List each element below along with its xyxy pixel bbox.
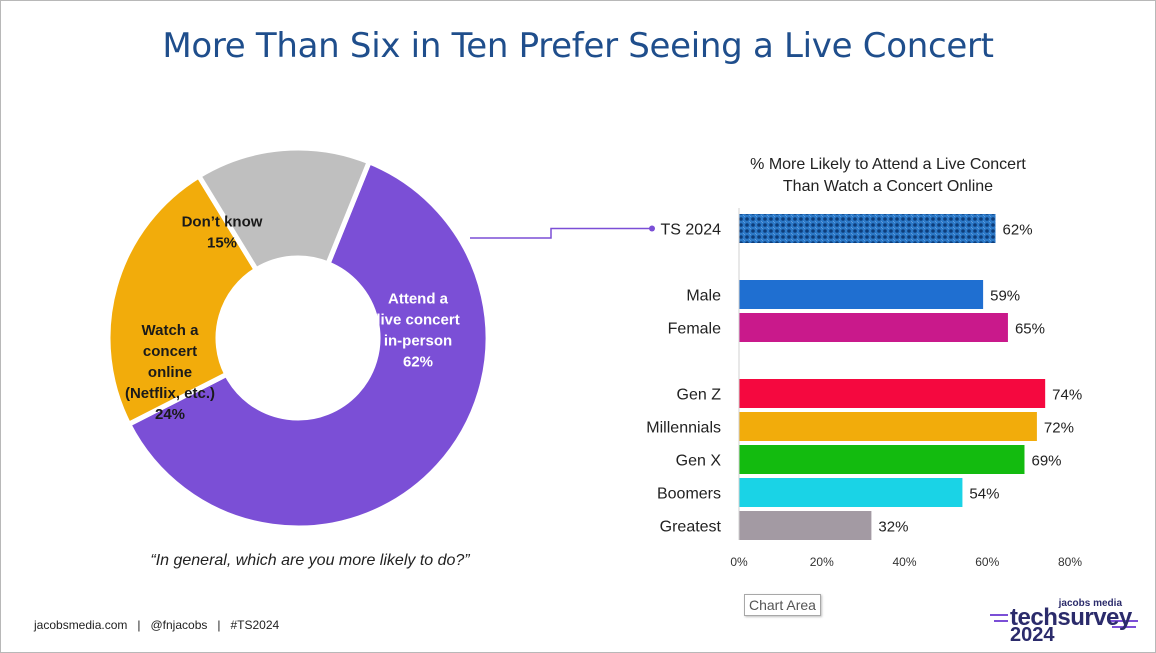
bar-chart-title: % More Likely to Attend a Live Concert T… <box>700 154 1076 198</box>
logo-brand: jacobs media <box>1058 598 1122 609</box>
donut-label-line: Attend a <box>388 291 449 308</box>
donut-slice <box>195 145 373 274</box>
logo-streak <box>1112 626 1136 628</box>
bar <box>739 412 1037 441</box>
bar-chart-title-line-2: Than Watch a Concert Online <box>782 178 994 195</box>
footer-links: jacobsmedia.com | @fnjacobs | #TS2024 <box>34 618 280 632</box>
bar-value-label: 32% <box>878 519 908 536</box>
chart-area-tooltip: Chart Area <box>744 594 821 616</box>
x-tick-label: 0% <box>730 555 748 569</box>
donut-label-line: 62% <box>403 354 433 371</box>
bar-value-label: 72% <box>1044 420 1074 437</box>
bar-value-label: 69% <box>1031 453 1061 470</box>
bar-category-label: TS 2024 <box>661 222 722 239</box>
donut-label-line: online <box>148 364 192 381</box>
donut-label-line: Don’t know <box>182 214 263 231</box>
bar <box>739 280 984 309</box>
logo-name: techsurvey <box>1010 604 1132 631</box>
bar-category-label: Greatest <box>660 519 722 536</box>
callout-line <box>470 227 652 239</box>
x-tick-label: 60% <box>975 555 999 569</box>
logo-streak <box>994 620 1008 622</box>
bar-category-label: Female <box>668 321 721 338</box>
bar-category-label: Male <box>686 288 721 305</box>
donut-chart: Attend a live concert in-person 62% Watch a c… <box>105 145 491 531</box>
donut-slice-label: Attend a live concert in-person 62% <box>376 291 459 371</box>
bar-chart: TS 2024 62% Male 59% Female 65% Gen Z 74% Millen… <box>646 208 1082 569</box>
logo-streak <box>1108 620 1138 622</box>
donut-label-line: live concert <box>376 312 459 329</box>
page-title: More Than Six in Ten Prefer Seeing a Liv… <box>162 26 994 66</box>
bar <box>739 445 1025 474</box>
bar-value-label: 62% <box>1003 222 1033 239</box>
x-tick-label: 80% <box>1058 555 1082 569</box>
bar-category-label: Boomers <box>657 486 721 503</box>
logo-year: 2024 <box>1010 624 1055 646</box>
x-tick-label: 20% <box>810 555 834 569</box>
logo-streak <box>990 614 1008 616</box>
callout-connector <box>470 225 655 239</box>
bar <box>739 214 996 243</box>
bar-category-label: Gen X <box>676 453 722 470</box>
bar-value-label: 59% <box>990 288 1020 305</box>
bar <box>739 511 872 540</box>
donut-slice <box>125 158 491 531</box>
donut-label-line: (Netflix, etc.) <box>125 385 215 402</box>
bar-value-label: 74% <box>1052 387 1082 404</box>
x-tick-label: 40% <box>892 555 916 569</box>
callout-dot <box>649 225 655 232</box>
donut-label-line: 15% <box>207 235 237 252</box>
bar <box>739 478 963 507</box>
bar <box>739 379 1046 408</box>
techsurvey-logo: jacobs media techsurvey 2024 <box>990 598 1140 646</box>
survey-question: “In general, which are you more likely t… <box>150 552 470 569</box>
donut-label-line: Watch a <box>142 322 200 339</box>
bar-value-label: 65% <box>1015 321 1045 338</box>
donut-slice-label: Watch a concert online (Netflix, etc.) 24% <box>125 322 215 423</box>
donut-label-line: concert <box>143 343 197 360</box>
donut-label-line: 24% <box>155 406 185 423</box>
donut-label-line: in-person <box>384 333 452 350</box>
bar-chart-title-line-1: % More Likely to Attend a Live Concert <box>750 156 1026 173</box>
bar-value-label: 54% <box>969 486 999 503</box>
bar-category-label: Millennials <box>646 420 721 437</box>
bar <box>739 313 1008 342</box>
bar-category-label: Gen Z <box>677 387 722 404</box>
donut-slice <box>105 172 260 428</box>
donut-slice-label: Don’t know 15% <box>182 214 263 252</box>
